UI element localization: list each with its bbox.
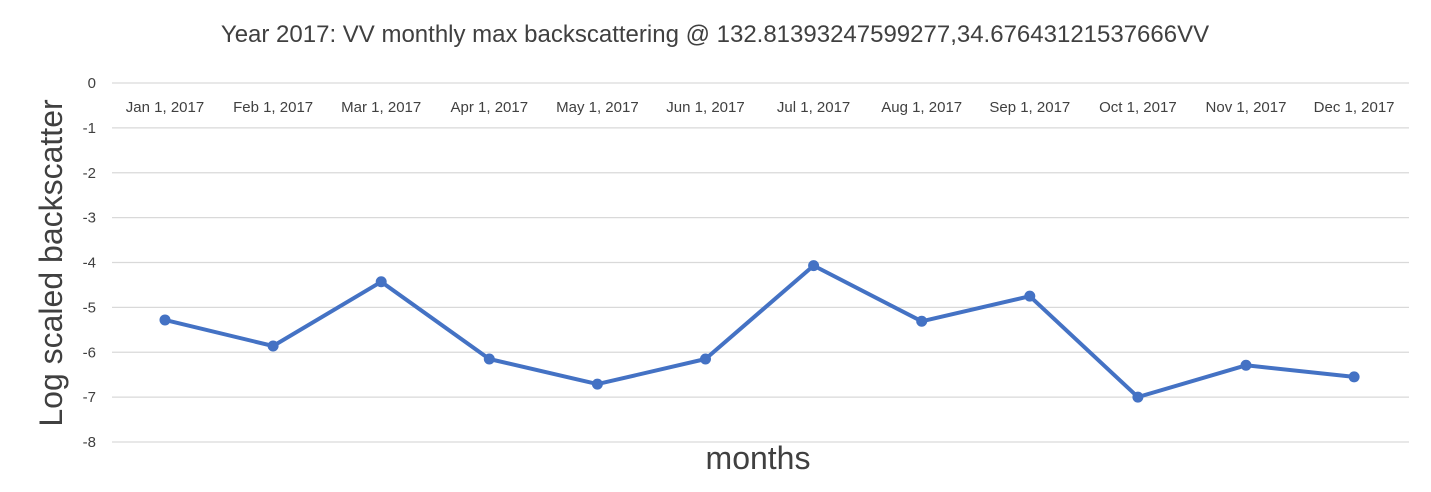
data-point [1132,391,1144,403]
data-point [375,276,387,288]
y-axis-ticks: 0 -1 -2 -3 -4 -5 -6 -7 -8 [83,75,96,451]
data-point [591,378,603,390]
data-point [267,340,279,352]
data-point [1240,359,1252,371]
x-axis-label: months [706,440,811,476]
data-point [1348,371,1360,383]
y-tick-label: -8 [83,434,96,451]
x-tick-label: Sep 1, 2017 [989,99,1070,116]
x-tick-label: Apr 1, 2017 [451,99,529,116]
x-axis-ticks: Jan 1, 2017 Feb 1, 2017 Mar 1, 2017 Apr 1, … [126,99,1395,116]
x-tick-label: Oct 1, 2017 [1099,99,1177,116]
data-point [159,314,171,326]
x-tick-label: Dec 1, 2017 [1314,99,1395,116]
x-tick-label: Mar 1, 2017 [341,99,421,116]
y-tick-label: -1 [83,120,96,137]
y-tick-label: -3 [83,210,96,227]
x-tick-label: May 1, 2017 [556,99,639,116]
data-point [1024,290,1036,302]
series-line [163,263,1357,400]
x-tick-label: Jul 1, 2017 [777,99,850,116]
x-tick-label: Aug 1, 2017 [881,99,962,116]
y-tick-label: 0 [88,75,96,92]
chart-title: Year 2017: VV monthly max backscattering… [221,21,1209,48]
x-tick-label: Nov 1, 2017 [1206,99,1287,116]
grid-lines [112,82,1409,443]
y-axis-label: Log scaled backscatter [33,99,69,427]
y-tick-label: -4 [83,255,96,272]
data-point [808,260,820,272]
y-tick-label: -2 [83,165,96,182]
data-series [159,260,1360,403]
x-tick-label: Jan 1, 2017 [126,99,204,116]
data-point [700,353,711,365]
data-point [916,315,928,327]
y-tick-label: -7 [83,389,96,406]
x-tick-label: Jun 1, 2017 [666,99,744,116]
y-tick-label: -6 [83,344,96,361]
data-point [483,353,495,365]
x-tick-label: Feb 1, 2017 [233,99,313,116]
y-tick-label: -5 [83,299,96,316]
